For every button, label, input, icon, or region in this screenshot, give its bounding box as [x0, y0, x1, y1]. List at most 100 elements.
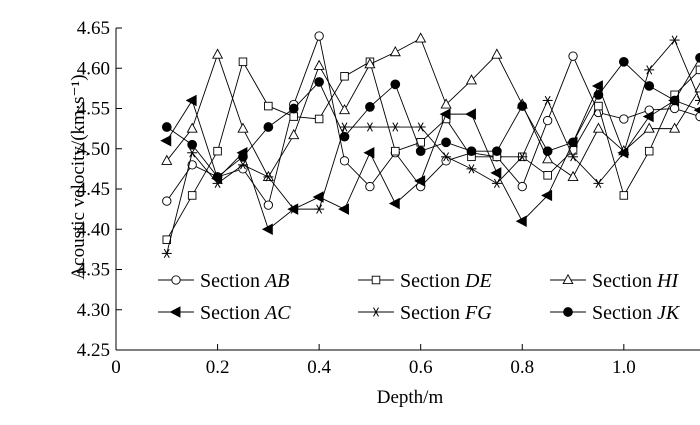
y-tick-label: 4.30 — [77, 300, 110, 321]
series-line-jk — [166, 57, 700, 178]
data-point-de — [619, 191, 629, 200]
data-point-ac — [338, 203, 349, 215]
legend-label-de: Section DE — [400, 270, 492, 292]
data-point-hi — [338, 103, 351, 115]
data-point-ac — [388, 197, 400, 210]
data-point-de — [187, 191, 197, 200]
data-point-jk — [212, 172, 223, 182]
data-point-jk — [542, 146, 553, 157]
data-point-fg — [161, 248, 172, 258]
series-line-ab — [166, 34, 700, 207]
legend-label-hi: Section HI — [592, 270, 679, 292]
data-point-ac — [185, 94, 197, 107]
series-layer — [160, 31, 700, 258]
data-point-hi — [313, 59, 325, 70]
legend-marker-jk — [563, 307, 573, 317]
data-point-de — [594, 101, 603, 111]
data-point-jk — [415, 146, 426, 157]
data-point-fg — [644, 65, 655, 75]
data-point-de — [340, 72, 349, 81]
data-point-fg — [314, 204, 325, 214]
data-point-hi — [212, 48, 224, 59]
data-point-jk — [314, 77, 324, 87]
y-tick-label: 4.35 — [77, 260, 110, 281]
series-line-ac — [166, 84, 700, 231]
data-point-hi — [567, 170, 579, 181]
data-point-ac — [515, 215, 527, 227]
data-point-ab — [543, 115, 553, 126]
data-point-de — [213, 146, 222, 156]
series-fg — [161, 35, 700, 258]
data-point-ac — [439, 108, 451, 120]
data-point-fg — [339, 122, 350, 132]
data-point-hi — [440, 98, 452, 109]
data-point-ab — [263, 200, 273, 210]
data-point-fg — [669, 35, 680, 45]
data-point-ab — [669, 103, 680, 114]
data-point-ac — [261, 223, 273, 235]
legend-marker-ab — [171, 275, 181, 285]
data-point-de — [543, 171, 552, 180]
data-point-ac — [642, 110, 654, 123]
legend-entry-jk: Section JK — [550, 302, 681, 324]
data-point-de — [314, 114, 324, 124]
data-point-hi — [288, 128, 300, 140]
data-point-hi — [491, 48, 503, 59]
data-point-ac — [160, 134, 172, 147]
data-point-ab — [365, 181, 375, 192]
data-point-jk — [517, 101, 528, 111]
data-point-ac — [363, 147, 375, 159]
data-point-ab — [314, 31, 324, 41]
x-tick-label: 0 — [111, 357, 121, 378]
data-point-fg — [466, 164, 477, 174]
data-point-fg — [491, 178, 502, 188]
data-point-hi — [465, 74, 478, 85]
data-point-jk — [365, 102, 375, 112]
data-point-ab — [568, 51, 578, 61]
data-point-hi — [643, 122, 655, 133]
series-jk — [161, 52, 700, 182]
y-tick-label: 4.65 — [77, 18, 110, 39]
data-point-fg — [695, 95, 700, 106]
y-tick-label: 4.25 — [77, 340, 110, 361]
data-point-de — [391, 146, 400, 156]
x-tick-label: 0.8 — [510, 357, 534, 378]
data-point-hi — [415, 32, 427, 43]
data-point-jk — [339, 131, 350, 142]
legend-entry-fg: Section FG — [358, 302, 492, 324]
data-point-ac — [591, 80, 603, 92]
x-tick-label: 0.6 — [409, 357, 433, 378]
data-point-ab — [517, 181, 527, 192]
data-point-fg — [415, 122, 426, 132]
data-point-hi — [364, 58, 376, 69]
data-point-fg — [187, 148, 198, 158]
data-point-fg — [237, 160, 248, 170]
data-point-jk — [390, 79, 401, 90]
data-point-jk — [669, 95, 680, 106]
data-point-ac — [490, 167, 502, 179]
y-tick-label: 4.50 — [77, 139, 110, 160]
data-point-jk — [238, 151, 248, 162]
y-tick-label: 4.60 — [77, 58, 110, 79]
data-point-jk — [593, 89, 604, 100]
data-point-hi — [669, 122, 681, 133]
data-point-fg — [593, 178, 604, 188]
data-point-jk — [161, 122, 172, 132]
data-point-ac — [693, 106, 700, 114]
legend-marker-fg — [371, 307, 381, 317]
data-point-de — [644, 146, 654, 156]
legend-background — [150, 262, 700, 332]
data-point-fg — [517, 152, 528, 162]
legend-marker-de — [371, 275, 381, 285]
series-line-hi — [166, 37, 700, 178]
legend-label-ab: Section AB — [200, 270, 289, 292]
data-point-jk — [441, 137, 451, 148]
data-point-ab — [162, 196, 172, 206]
data-point-hi — [542, 153, 554, 164]
x-tick-label: 0.4 — [307, 357, 331, 378]
data-point-ac — [541, 189, 553, 202]
series-line-de — [166, 60, 700, 240]
y-tick-label: 4.45 — [77, 179, 110, 200]
x-tick-label: 0.2 — [206, 357, 230, 378]
